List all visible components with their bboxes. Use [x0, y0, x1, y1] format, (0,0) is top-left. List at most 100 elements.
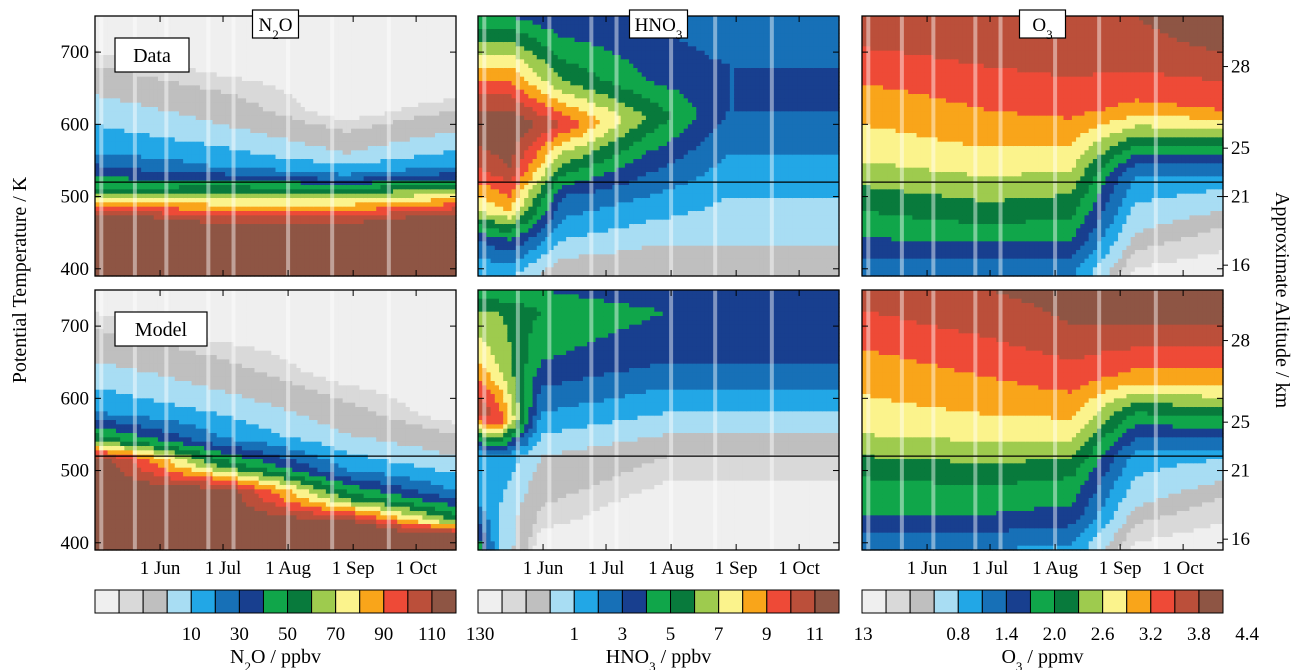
- heatmap-cell: [414, 189, 419, 195]
- heatmap-cell: [229, 198, 235, 203]
- heatmap-cell: [279, 128, 285, 134]
- heatmap-cell: [99, 232, 104, 238]
- heatmap-cell: [103, 232, 109, 238]
- heatmap-cell: [183, 102, 188, 108]
- heatmap-cell: [325, 159, 331, 164]
- heatmap-cell: [351, 94, 356, 99]
- heatmap-cell: [183, 89, 188, 95]
- heatmap-cell: [443, 50, 449, 56]
- heatmap-cell: [132, 102, 138, 108]
- heatmap-cell: [250, 185, 256, 190]
- heatmap-cell: [430, 37, 436, 43]
- heatmap-cell: [136, 189, 142, 195]
- heatmap-cell: [149, 146, 155, 151]
- heatmap-cell: [157, 241, 163, 247]
- heatmap-cell: [405, 63, 411, 69]
- heatmap-cell: [212, 72, 218, 78]
- heatmap-cell: [405, 133, 411, 138]
- heatmap-cell: [292, 193, 298, 199]
- heatmap-cell: [367, 111, 373, 117]
- heatmap-cell: [283, 115, 289, 121]
- heatmap-cell: [309, 237, 314, 242]
- heatmap-cell: [372, 98, 377, 104]
- heatmap-cell: [233, 85, 239, 91]
- heatmap-cell: [317, 258, 323, 264]
- heatmap-cell: [380, 50, 386, 56]
- heatmap-cell: [300, 29, 306, 34]
- heatmap-cell: [267, 146, 272, 151]
- heatmap-cell: [208, 124, 214, 130]
- heatmap-cell: [309, 146, 314, 151]
- heatmap-cell: [128, 124, 134, 130]
- heatmap-cell: [435, 42, 440, 47]
- heatmap-cell: [170, 206, 176, 212]
- heatmap-cell: [250, 193, 256, 199]
- heatmap-cell: [439, 250, 445, 255]
- heatmap-cell: [330, 102, 335, 108]
- heatmap-cell: [262, 68, 268, 73]
- heatmap-cell: [313, 154, 319, 160]
- heatmap-cell: [195, 55, 201, 60]
- heatmap-cell: [120, 24, 125, 30]
- heatmap-cell: [170, 245, 176, 251]
- heatmap-cell: [212, 271, 218, 277]
- heatmap-cell: [435, 206, 440, 212]
- heatmap-cell: [372, 267, 377, 273]
- heatmap-cell: [443, 29, 449, 34]
- heatmap-cell: [262, 180, 268, 186]
- heatmap-cell: [380, 206, 386, 212]
- heatmap-cell: [351, 98, 356, 104]
- heatmap-cell: [435, 211, 440, 216]
- heatmap-cell: [120, 232, 125, 238]
- heatmap-cell: [195, 120, 201, 125]
- heatmap-cell: [204, 98, 209, 104]
- heatmap-cell: [346, 141, 352, 147]
- heatmap-cell: [141, 189, 146, 195]
- heatmap-cell: [279, 137, 285, 143]
- heatmap-cell: [208, 85, 214, 91]
- heatmap-cell: [262, 98, 268, 104]
- heatmap-cell: [279, 150, 285, 156]
- heatmap-cell: [229, 176, 235, 182]
- heatmap-cell: [426, 245, 432, 251]
- heatmap-cell: [95, 55, 100, 60]
- heatmap-cell: [426, 124, 432, 130]
- heatmap-cell: [414, 81, 419, 86]
- heatmap-cell: [246, 206, 251, 212]
- heatmap-cell: [241, 59, 247, 65]
- heatmap-cell: [132, 228, 138, 234]
- heatmap-cell: [233, 141, 239, 147]
- heatmap-cell: [166, 189, 172, 195]
- heatmap-cell: [162, 29, 167, 34]
- heatmap-cell: [355, 271, 361, 277]
- heatmap-cell: [229, 154, 235, 160]
- heatmap-cell: [191, 124, 197, 130]
- heatmap-cell: [204, 68, 209, 73]
- heatmap-cell: [342, 180, 348, 186]
- heatmap-cell: [422, 185, 428, 190]
- heatmap-cell: [111, 254, 117, 260]
- heatmap-cell: [208, 16, 214, 21]
- heatmap-cell: [288, 172, 293, 177]
- heatmap-cell: [376, 228, 382, 234]
- heatmap-cell: [330, 237, 335, 242]
- heatmap-cell: [120, 254, 125, 260]
- heatmap-cell: [195, 202, 201, 208]
- heatmap-cell: [309, 245, 314, 251]
- heatmap-cell: [212, 20, 218, 26]
- heatmap-cell: [208, 111, 214, 117]
- heatmap-cell: [258, 232, 264, 238]
- heatmap-cell: [388, 85, 394, 91]
- heatmap-cell: [376, 76, 382, 82]
- heatmap-cell: [317, 111, 323, 117]
- heatmap-cell: [195, 76, 201, 82]
- heatmap-cell: [401, 189, 407, 195]
- heatmap-cell: [250, 128, 256, 134]
- heatmap-cell: [225, 59, 230, 65]
- heatmap-cell: [157, 180, 163, 186]
- heatmap-cell: [174, 146, 180, 151]
- heatmap-cell: [174, 76, 180, 82]
- heatmap-cell: [321, 245, 327, 251]
- heatmap-cell: [355, 263, 361, 268]
- heatmap-cell: [414, 46, 419, 52]
